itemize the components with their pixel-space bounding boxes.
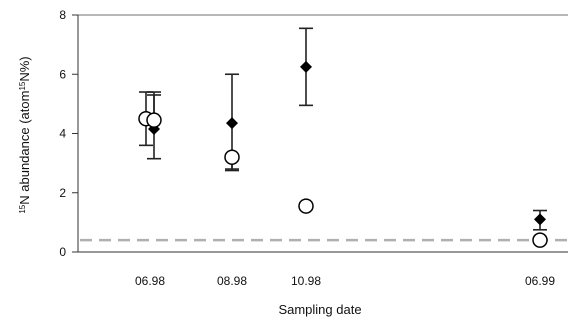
- y-tick-label: 0: [59, 245, 66, 259]
- y-axis-title: 15N abundance (atom15N%): [17, 56, 32, 213]
- x-axis-title: Sampling date: [278, 302, 361, 317]
- y-tick-label: 2: [59, 186, 66, 200]
- data-point-diamond: [226, 117, 238, 130]
- data-point-circle: [146, 112, 162, 128]
- data-point-circle: [532, 232, 548, 248]
- y-axis-ticks: 0 2 4 6 8: [59, 8, 78, 259]
- x-tick-label: 06.98: [135, 274, 165, 288]
- data-point-circle: [224, 149, 240, 165]
- data-point-diamond: [534, 213, 546, 226]
- x-axis-ticks: 06.98 08.98 10.98 06.99: [135, 274, 555, 288]
- y-tick-label: 8: [59, 8, 66, 22]
- plot-area: [77, 14, 568, 253]
- data-point-diamond: [300, 60, 312, 73]
- x-tick-label: 06.99: [525, 274, 555, 288]
- y-tick-label: 6: [59, 67, 66, 81]
- error-bar-layer: [139, 27, 547, 231]
- y-tick-label: 4: [59, 127, 66, 141]
- x-tick-label: 08.98: [217, 274, 247, 288]
- marker-layer: [138, 60, 548, 248]
- x-tick-label: 10.98: [291, 274, 321, 288]
- data-point-circle: [298, 198, 314, 214]
